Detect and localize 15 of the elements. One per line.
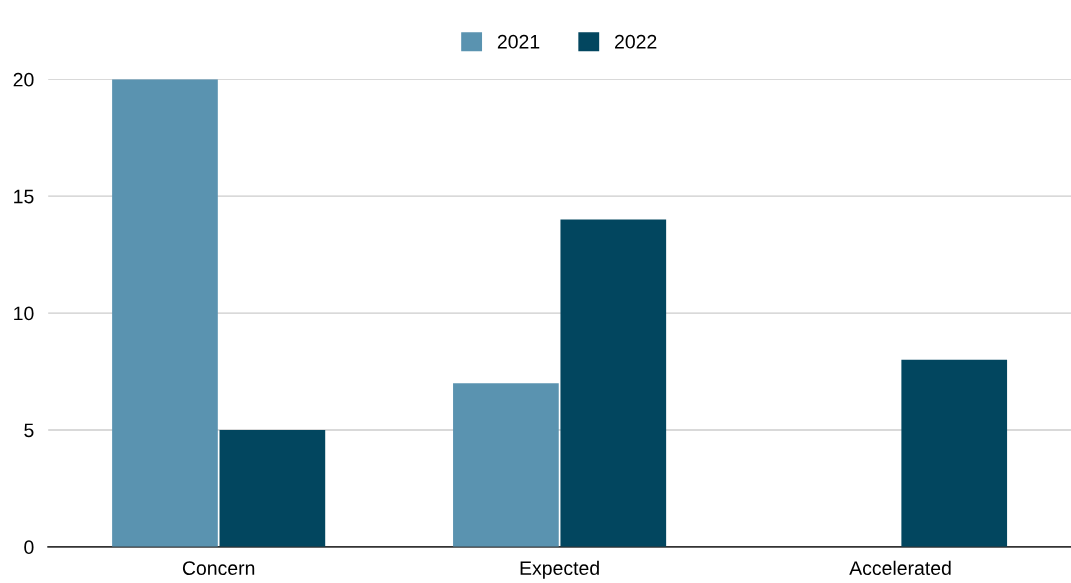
bar: [219, 429, 326, 547]
bar: [453, 383, 559, 547]
x-tick-label: Accelerated: [849, 560, 951, 576]
y-tick-label: 10: [14, 306, 34, 321]
y-tick-label: 0: [24, 540, 34, 555]
y-tick-label: 5: [24, 423, 34, 438]
y-tick-label: 15: [14, 189, 34, 204]
bar: [560, 219, 667, 547]
x-tick-label: Expected: [520, 560, 599, 579]
x-tick-label: Concern: [182, 561, 255, 576]
bar: [112, 79, 218, 547]
legend-label: 2021: [497, 34, 540, 49]
legend-label: 2022: [615, 34, 657, 49]
bar: [901, 359, 1008, 547]
y-tick-label: 20: [13, 72, 34, 87]
